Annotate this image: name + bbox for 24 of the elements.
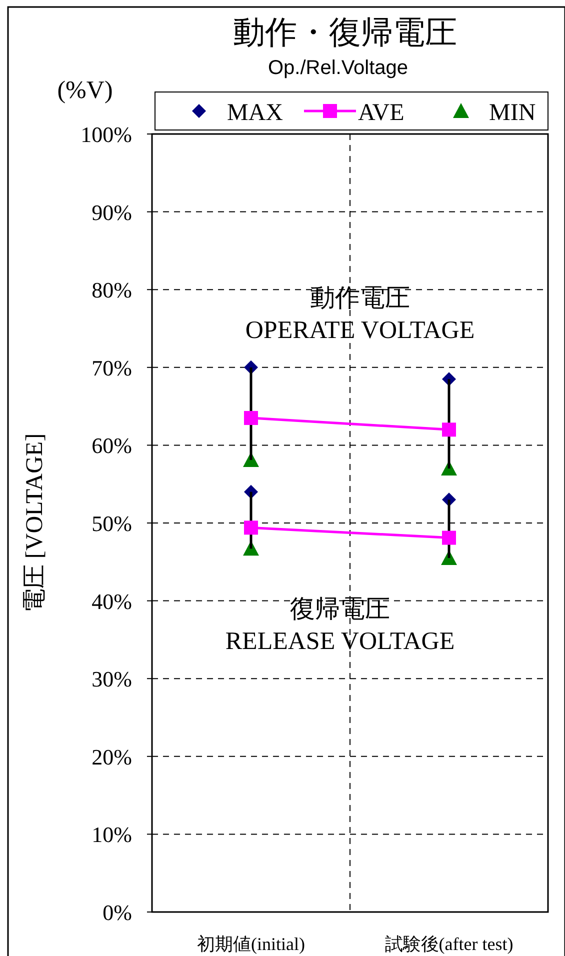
point xyxy=(244,520,258,535)
y-tick-label: 90% xyxy=(92,200,132,225)
chart-title: 動作・復帰電圧 xyxy=(233,14,457,50)
chart-subtitle: Op./Rel.Voltage xyxy=(268,57,408,79)
y-tick-label: 10% xyxy=(92,822,132,848)
y-tick-label: 0% xyxy=(102,900,132,925)
y-tick-label: 70% xyxy=(92,355,132,380)
point xyxy=(244,410,258,425)
x-tick-label: 試験後(after test) xyxy=(384,934,514,954)
legend-label: MAX xyxy=(227,100,284,126)
y-tick-label: 20% xyxy=(92,744,132,770)
text: (%V) xyxy=(57,77,113,104)
legend-label: MIN xyxy=(489,100,536,126)
y-tick-label: 60% xyxy=(92,433,132,458)
x-tick-label: 初期値(initial) xyxy=(197,934,305,954)
y-tick-label: 80% xyxy=(92,278,132,303)
legend-label: AVE xyxy=(358,100,404,126)
point xyxy=(442,530,456,545)
y-tick-label: 100% xyxy=(80,122,132,147)
y-tick-label: 40% xyxy=(92,588,132,614)
y-tick-label: 50% xyxy=(92,511,132,536)
point xyxy=(442,422,456,437)
y-axis-title: 電圧 [VOLTAGE] xyxy=(22,433,48,613)
y-tick-label: 30% xyxy=(92,666,132,692)
